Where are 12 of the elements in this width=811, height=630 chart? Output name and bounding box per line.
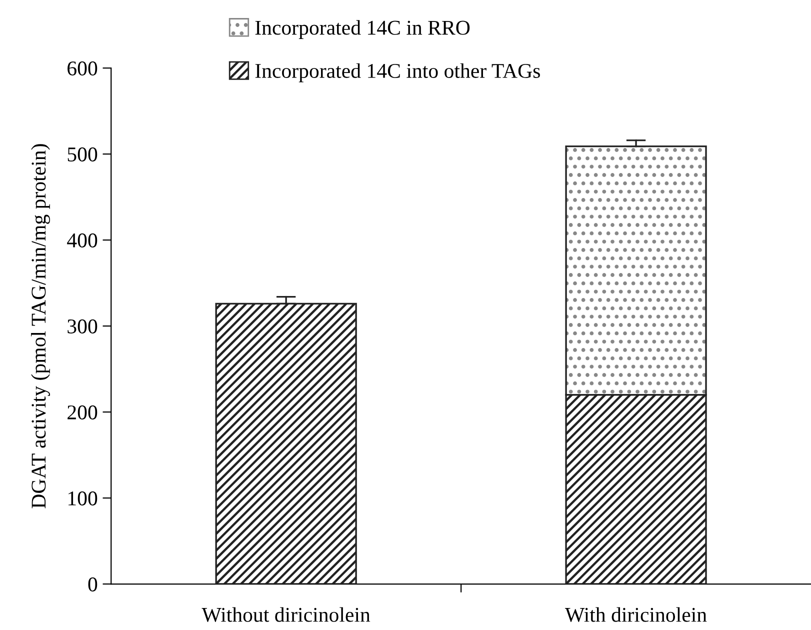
y-tick-label: 0 [88, 577, 98, 592]
y-tick-label: 300 [68, 319, 98, 334]
x-tick-label: With diricinolein [565, 607, 707, 622]
y-tick-label: 200 [68, 405, 98, 420]
y-tick-label: 500 [68, 147, 98, 162]
x-tick-label: Without diricinolein [202, 607, 370, 622]
y-tick-label: 600 [68, 61, 98, 76]
y-tick-label: 100 [68, 491, 98, 506]
legend-label: Incorporated 14C in RRO [255, 20, 470, 40]
legend-label: Incorporated 14C into other TAGs [255, 63, 540, 82]
y-tick-label: 400 [67, 233, 98, 248]
y-axis-title: DGAT activity (pmol TAG/min/mg protein) [31, 144, 50, 508]
